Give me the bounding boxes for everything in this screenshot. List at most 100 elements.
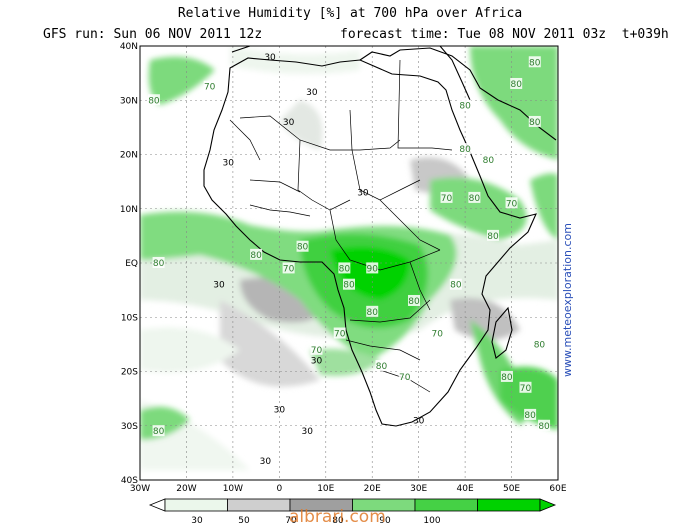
contour-label: 80 (528, 56, 541, 68)
contour-label: 30 (213, 281, 225, 291)
contour-label: 30 (274, 405, 286, 415)
contour-label: 80 (459, 99, 472, 112)
lon-tick-label: 10E (317, 484, 334, 494)
contour-label: 80 (338, 262, 351, 274)
contour-label: 80 (538, 419, 551, 432)
contour-label: 80 (366, 305, 379, 318)
contour-label: 30 (311, 357, 323, 367)
lat-tick-label: 30N (120, 96, 138, 106)
contour-label: 30 (306, 88, 318, 98)
contour-label: 80 (408, 294, 421, 307)
svg-text:30: 30 (260, 457, 272, 467)
humidity-area-green (148, 56, 215, 105)
svg-text:80: 80 (483, 156, 495, 166)
country-borders (229, 59, 453, 393)
svg-text:80: 80 (297, 243, 309, 253)
contour-label: 70 (310, 343, 323, 356)
svg-text:80: 80 (376, 362, 388, 372)
contour-label: 90 (366, 262, 379, 274)
contour-label: 80 (528, 115, 541, 128)
lon-tick-label: 40E (457, 484, 474, 494)
svg-text:80: 80 (153, 259, 165, 269)
svg-text:70: 70 (399, 373, 411, 383)
contour-label: 80 (459, 143, 472, 155)
contour-label: 70 (505, 197, 518, 209)
lat-tick-labels: 40N 30N 20N 10N EQ 10S 20S 30S 40S (120, 42, 138, 486)
svg-text:70: 70 (204, 83, 216, 93)
colorbar: 30 50 70 80 90 100 (148, 498, 557, 525)
svg-text:80: 80 (487, 232, 499, 242)
svg-text:70: 70 (283, 264, 295, 274)
svg-text:80: 80 (366, 308, 378, 318)
contour-label: 30 (223, 159, 235, 169)
contour-label: 80 (147, 94, 160, 106)
humidity-area-light (140, 327, 240, 373)
contour-label: 80 (250, 248, 263, 261)
svg-text:80: 80 (469, 194, 481, 204)
lon-tick-label: 30E (410, 484, 427, 494)
contour-label: 30 (413, 416, 425, 426)
lat-tick-label: 20N (120, 151, 138, 161)
contour-label: 80 (152, 257, 165, 269)
svg-text:80: 80 (450, 281, 462, 291)
svg-text:80: 80 (343, 281, 355, 291)
svg-text:30: 30 (283, 118, 295, 128)
contour-label: 70 (282, 262, 295, 274)
contour-label: 70 (431, 327, 444, 340)
contour-label: 70 (398, 370, 411, 383)
humidity-area-green (500, 366, 558, 430)
humidity-area-green (470, 46, 558, 160)
coastline (203, 46, 557, 427)
colorbar-swatch (164, 498, 228, 512)
humidity-area-grey (450, 298, 520, 340)
colorbar-label: 70 (285, 516, 297, 525)
lat-tick-label: 30S (121, 422, 138, 432)
svg-text:80: 80 (529, 58, 541, 68)
contour-label: 80 (296, 240, 309, 253)
svg-text:70: 70 (432, 330, 444, 340)
svg-text:80: 80 (510, 80, 522, 90)
svg-text:30: 30 (264, 53, 276, 63)
contour-label: 30 (357, 188, 369, 198)
forecast-time-label: forecast time: Tue 08 NOV 2011 03z t+039… (340, 27, 669, 42)
svg-text:30: 30 (213, 281, 225, 291)
humidity-field (140, 46, 558, 470)
svg-text:80: 80 (153, 427, 165, 437)
svg-text:80: 80 (459, 145, 471, 155)
contour-label: 80 (375, 360, 388, 372)
contour-label: 80 (152, 425, 165, 437)
contour-label: 70 (333, 327, 346, 340)
contour-label: 80 (510, 77, 523, 90)
lon-tick-label: 20E (364, 484, 381, 494)
colorbar-arrow-right (539, 498, 557, 512)
svg-text:80: 80 (250, 251, 262, 261)
lon-tick-label: 50E (503, 484, 520, 494)
svg-text:80: 80 (408, 297, 420, 307)
map-frame (139, 45, 559, 481)
svg-text:30: 30 (274, 405, 286, 415)
svg-text:80: 80 (534, 340, 546, 350)
contour-label: 70 (440, 191, 453, 204)
lon-tick-label: 10W (223, 484, 243, 494)
svg-text:80: 80 (339, 264, 351, 274)
credit-text: www.meteoexploration.com (561, 223, 574, 377)
svg-text:70: 70 (441, 194, 453, 204)
contour-label: 80 (482, 153, 495, 166)
contour-label: 30 (260, 457, 272, 467)
svg-text:30: 30 (301, 427, 313, 437)
svg-text:80: 80 (148, 96, 160, 106)
lon-tick-labels: 30W 20W 10W 0 10E 20E 30E 40E 50E 60E (130, 484, 567, 494)
colorbar-label: 30 (191, 516, 203, 525)
lat-tick-label: EQ (125, 259, 138, 269)
svg-text:80: 80 (529, 118, 541, 128)
colorbar-swatch (227, 498, 291, 512)
colorbar-label: 50 (238, 516, 250, 525)
contour-label: 70 (519, 381, 532, 394)
lon-tick-label: 20W (176, 484, 196, 494)
contour-label: 30 (301, 427, 313, 437)
svg-text:30: 30 (413, 416, 425, 426)
chart-title: Relative Humidity [%] at 700 hPa over Af… (177, 6, 523, 21)
colorbar-arrow-left (148, 498, 166, 512)
contour-label: 30 (264, 53, 276, 63)
colorbar-swatch (477, 498, 541, 512)
